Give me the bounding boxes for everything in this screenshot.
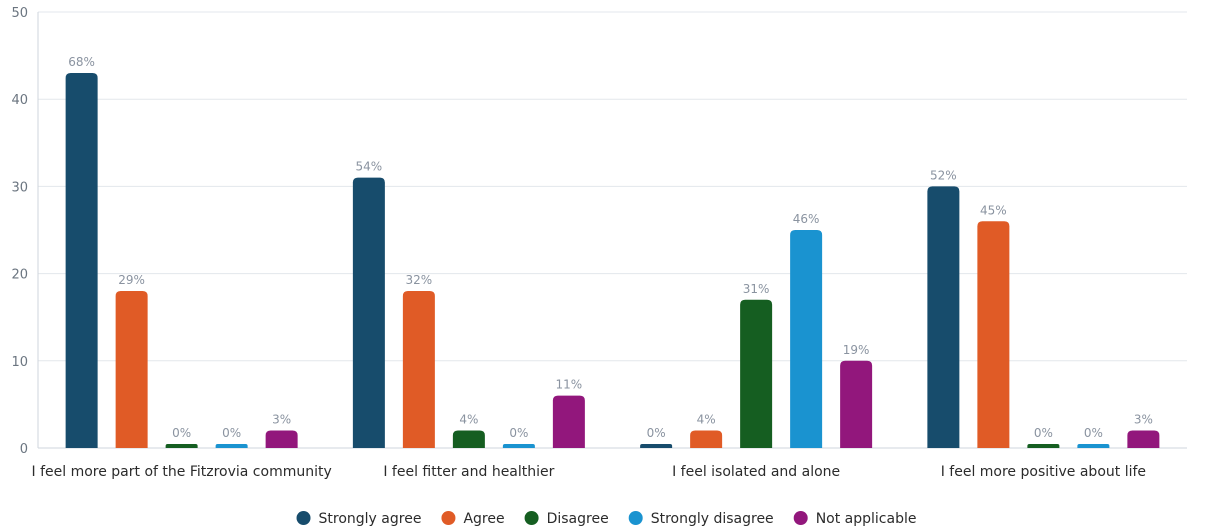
data-label: 32% [406, 273, 433, 287]
x-category-label: I feel more positive about life [941, 464, 1146, 480]
bar[interactable] [640, 444, 673, 448]
data-label: 19% [843, 343, 870, 357]
legend-swatch [296, 511, 311, 525]
legend-label: Disagree [547, 511, 609, 527]
y-tick-label: 50 [11, 6, 28, 21]
x-category-label: I feel isolated and alone [672, 464, 840, 480]
bar[interactable] [1127, 430, 1160, 448]
bar[interactable] [65, 73, 98, 448]
legend-swatch [524, 511, 539, 525]
bar[interactable] [690, 430, 723, 448]
y-tick-label: 40 [11, 93, 28, 108]
bar[interactable] [265, 430, 298, 448]
legend-label: Not applicable [816, 511, 917, 527]
data-label: 46% [793, 212, 820, 226]
data-label: 0% [172, 426, 191, 440]
bar[interactable] [452, 430, 485, 448]
x-category-label: I feel more part of the Fitzrovia commun… [32, 464, 332, 480]
bar[interactable] [165, 444, 198, 448]
bar[interactable] [790, 230, 823, 448]
legend-swatch [793, 511, 808, 525]
bar[interactable] [977, 221, 1010, 448]
data-label: 0% [1034, 426, 1053, 440]
bar[interactable] [1027, 444, 1060, 448]
data-label: 0% [222, 426, 241, 440]
legend-label: Strongly disagree [651, 511, 774, 527]
bar[interactable] [215, 444, 248, 448]
y-tick-label: 20 [11, 268, 28, 283]
data-label: 0% [1084, 426, 1103, 440]
bar[interactable] [402, 291, 435, 448]
x-category-label: I feel fitter and healthier [383, 464, 554, 480]
gridlines [38, 11, 1187, 362]
bar[interactable] [552, 395, 585, 448]
y-tick-label: 10 [11, 355, 28, 370]
data-label: 0% [509, 426, 528, 440]
data-label: 11% [556, 378, 583, 392]
legend-label: Agree [463, 511, 504, 527]
data-label: 52% [930, 168, 957, 182]
data-label: 4% [459, 413, 478, 427]
y-axis: 0 10 20 30 40 50 [11, 6, 1187, 457]
y-tick-label: 0 [20, 442, 28, 457]
data-label: 0% [647, 426, 666, 440]
data-label: 3% [272, 413, 291, 427]
data-labels: 68% 29% 0% 0% 3% 54% 32% 4% 0% 11% 0% 4% 31% 46% 19% 52… [68, 55, 1153, 440]
data-label: 68% [68, 55, 95, 69]
legend-swatch [628, 511, 643, 525]
data-label: 45% [980, 203, 1007, 217]
bars [65, 73, 1160, 448]
bar[interactable] [352, 177, 385, 448]
bar[interactable] [1077, 444, 1110, 448]
data-label: 31% [743, 282, 770, 296]
bar[interactable] [502, 444, 535, 448]
legend-label: Strongly agree [319, 511, 422, 527]
bar[interactable] [115, 291, 148, 448]
legend[interactable]: Strongly agree Agree Disagree Strongly disa… [296, 511, 917, 527]
data-label: 4% [697, 413, 716, 427]
bar[interactable] [840, 360, 873, 448]
x-axis-category-labels: I feel more part of the Fitzrovia commun… [32, 464, 1147, 480]
y-tick-label: 30 [11, 180, 28, 195]
bar[interactable] [927, 186, 960, 448]
data-label: 29% [118, 273, 145, 287]
bar[interactable] [740, 299, 773, 448]
data-label: 3% [1134, 413, 1153, 427]
data-label: 54% [356, 160, 383, 174]
legend-swatch [441, 511, 456, 525]
